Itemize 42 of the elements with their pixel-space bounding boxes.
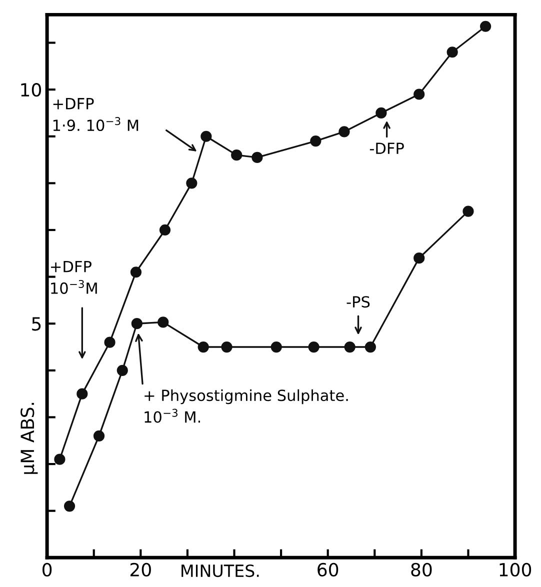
- point: [159, 224, 171, 236]
- point: [221, 341, 232, 353]
- annotation: +DFP 1·9. 10$^{−3}$ M: [53, 98, 138, 132]
- point: [338, 126, 350, 138]
- y-tick-label: 5: [32, 317, 41, 331]
- point: [104, 336, 116, 348]
- point: [116, 364, 128, 376]
- x-tick-label: 80: [411, 562, 432, 576]
- point: [462, 206, 474, 217]
- point: [200, 130, 212, 142]
- point: [76, 388, 88, 400]
- annotation: -PS: [346, 296, 370, 308]
- y-tick-label: 10: [21, 83, 42, 97]
- point: [198, 341, 209, 353]
- x-tick-label: 60: [318, 562, 338, 576]
- x-tick-label: 100: [500, 562, 532, 576]
- point: [446, 46, 458, 58]
- point: [376, 107, 387, 119]
- annotation: +DFP 10$^{−3}$M: [51, 260, 97, 294]
- point: [130, 266, 142, 278]
- point: [186, 178, 198, 189]
- point: [131, 318, 142, 330]
- point: [64, 500, 76, 512]
- point: [231, 150, 242, 161]
- point: [158, 316, 169, 328]
- point: [270, 341, 282, 353]
- point: [364, 341, 376, 353]
- point: [414, 88, 425, 100]
- annotation: -DFP: [370, 142, 404, 154]
- point: [414, 252, 425, 264]
- y-axis-title: μM ABS.: [20, 402, 38, 474]
- x-axis-title: MINUTES.: [182, 564, 259, 578]
- point: [93, 430, 105, 442]
- annotation: + Physostigmine Sulphate. 10$^{−3}$ M.: [144, 389, 348, 423]
- point: [344, 341, 356, 353]
- x-tick-label: 20: [130, 562, 151, 576]
- point: [310, 136, 322, 147]
- point: [480, 20, 492, 32]
- point: [252, 152, 263, 163]
- point: [308, 341, 320, 353]
- point: [54, 454, 66, 465]
- x-tick-label: 0: [42, 562, 52, 576]
